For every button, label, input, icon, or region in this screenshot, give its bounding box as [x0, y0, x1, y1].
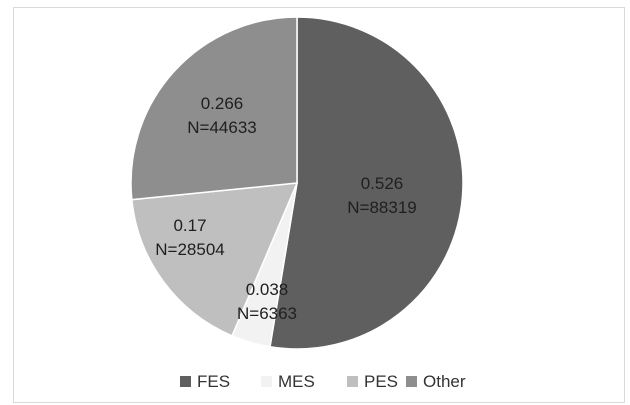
- data-label-count: N=28504: [155, 240, 224, 259]
- data-label-value: 0.266: [201, 94, 244, 113]
- legend-item-fes: FES: [180, 372, 230, 391]
- data-label-count: N=44633: [187, 118, 256, 137]
- legend: FES MES PES Other: [180, 372, 466, 391]
- legend-label-other: Other: [423, 372, 466, 391]
- pie-slices: [130, 16, 464, 350]
- legend-swatch-other: [406, 376, 417, 387]
- legend-item-mes: MES: [261, 372, 315, 391]
- data-label-fes: 0.526 N=88319: [347, 174, 416, 217]
- data-label-other: 0.266 N=44633: [187, 94, 256, 137]
- data-label-value: 0.17: [173, 216, 206, 235]
- data-label-value: 0.526: [361, 174, 404, 193]
- legend-swatch-mes: [261, 376, 272, 387]
- pie-slice-other: [130, 16, 298, 201]
- legend-label-mes: MES: [278, 372, 315, 391]
- legend-swatch-pes: [347, 376, 358, 387]
- data-label-pes: 0.17 N=28504: [155, 216, 224, 259]
- legend-item-pes: PES: [347, 372, 398, 391]
- legend-item-other: Other: [406, 372, 466, 391]
- data-label-mes: 0.038 N=6363: [237, 280, 297, 323]
- legend-label-fes: FES: [197, 372, 230, 391]
- data-label-count: N=6363: [237, 304, 297, 323]
- legend-label-pes: PES: [364, 372, 398, 391]
- data-label-count: N=88319: [347, 198, 416, 217]
- pie-labels: 0.526 N=88319 0.038 N=6363 0.17 N=28504 0.266 N…: [155, 94, 416, 323]
- pie-slice-fes: [269, 16, 464, 350]
- pie-slice-pes: [131, 182, 299, 337]
- data-label-value: 0.038: [246, 280, 289, 299]
- legend-swatch-fes: [180, 376, 191, 387]
